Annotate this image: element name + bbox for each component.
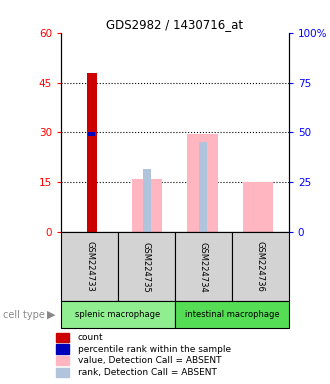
Bar	[56, 356, 69, 365]
Text: GSM224733: GSM224733	[85, 242, 94, 292]
Bar	[175, 301, 289, 328]
Bar	[187, 134, 218, 232]
Bar	[199, 142, 207, 232]
Bar	[143, 169, 151, 232]
Bar	[118, 232, 175, 301]
Text: rank, Detection Call = ABSENT: rank, Detection Call = ABSENT	[78, 368, 216, 377]
Text: value, Detection Call = ABSENT: value, Detection Call = ABSENT	[78, 356, 221, 365]
Bar	[86, 73, 97, 232]
Bar	[61, 232, 118, 301]
Bar	[243, 182, 274, 232]
Text: count: count	[78, 333, 103, 342]
Bar	[132, 179, 162, 232]
Bar	[61, 301, 175, 328]
Bar	[175, 232, 232, 301]
Text: GSM224734: GSM224734	[199, 242, 208, 292]
Bar	[232, 232, 289, 301]
Text: ▶: ▶	[47, 310, 55, 320]
Text: cell type: cell type	[3, 310, 45, 320]
Bar	[88, 132, 95, 136]
Bar	[56, 333, 69, 342]
Bar	[56, 344, 69, 354]
Text: GSM224736: GSM224736	[256, 242, 265, 292]
Title: GDS2982 / 1430716_at: GDS2982 / 1430716_at	[106, 18, 244, 31]
Text: intestinal macrophage: intestinal macrophage	[184, 310, 279, 319]
Text: GSM224735: GSM224735	[142, 242, 151, 292]
Bar	[56, 368, 69, 377]
Text: splenic macrophage: splenic macrophage	[75, 310, 161, 319]
Text: percentile rank within the sample: percentile rank within the sample	[78, 344, 231, 354]
